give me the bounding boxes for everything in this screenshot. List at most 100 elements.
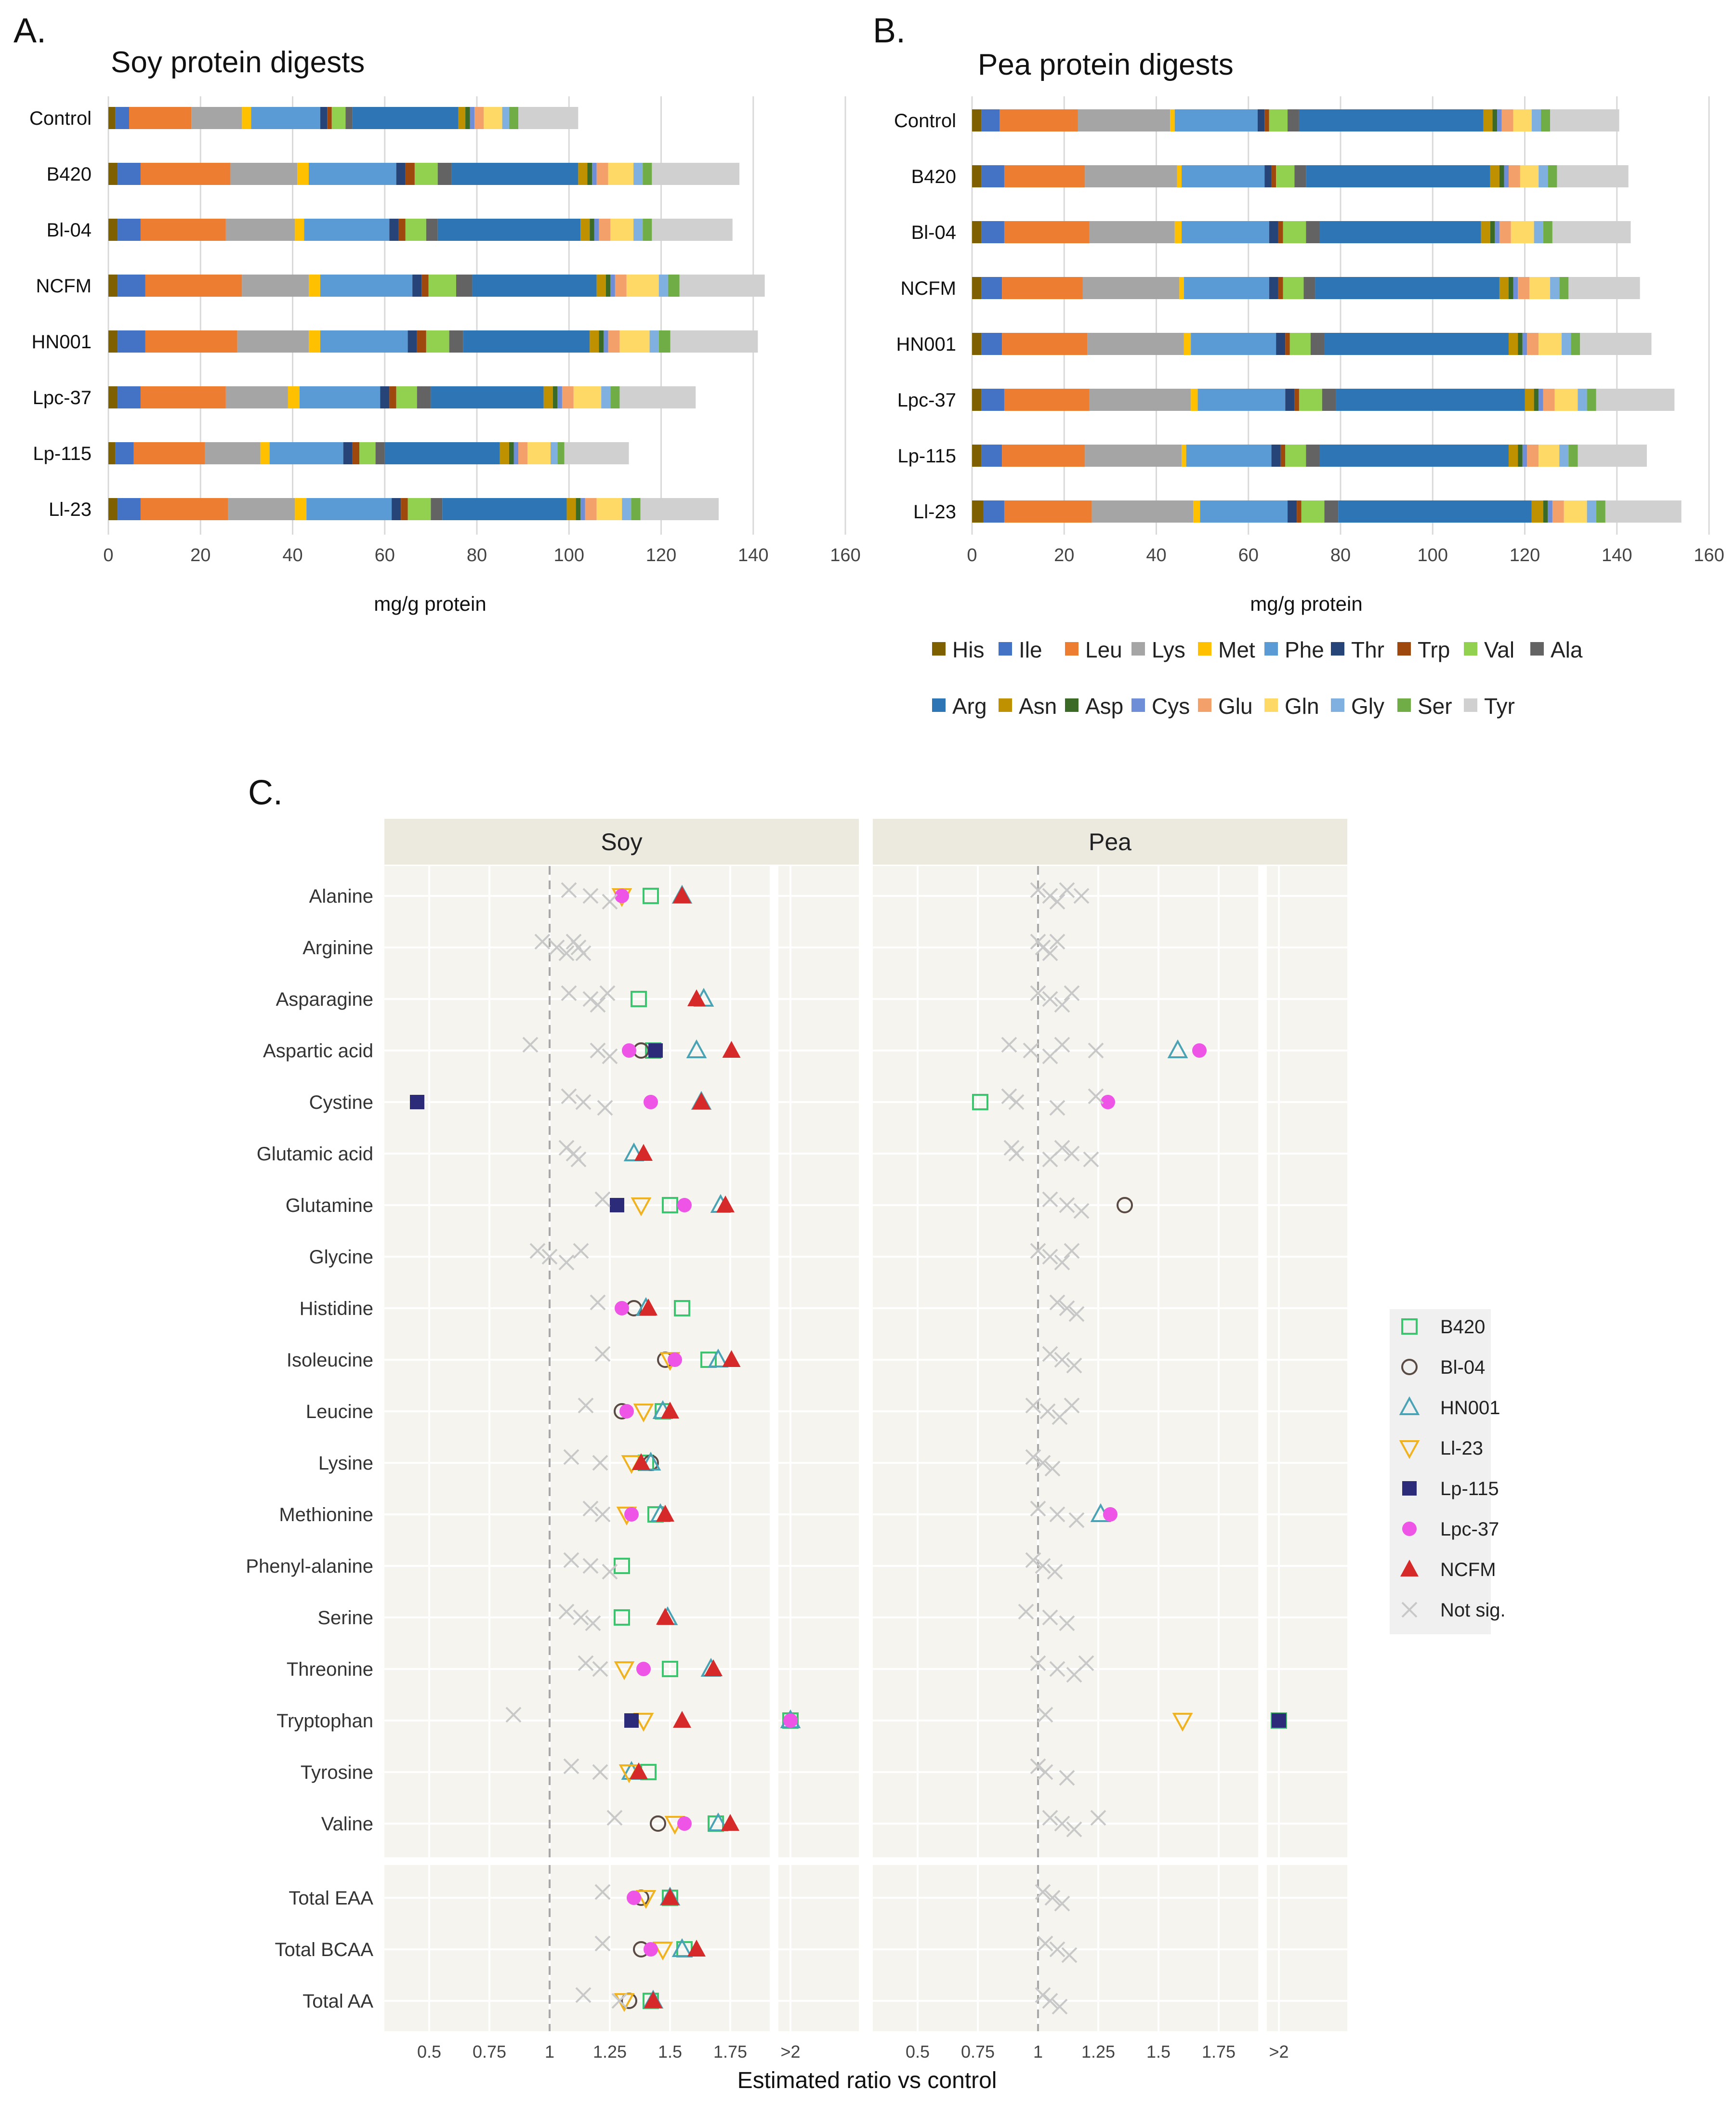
bar-segment-ncfm-met	[308, 275, 320, 297]
bar-segment-control-leu	[129, 107, 192, 129]
panel-c-letter: C.	[248, 774, 283, 812]
bar-segment-hn001-lys	[1087, 333, 1184, 355]
bar-segment-hn001-asn	[1509, 333, 1518, 355]
x-tick-label: >2	[1269, 2042, 1289, 2062]
bar-segment-lpc-37-his	[108, 386, 118, 408]
legend-swatch-asp	[1065, 698, 1078, 712]
point-soy-arginine-not-sig	[575, 945, 592, 961]
bar-segment-lp-115-gly	[551, 442, 558, 464]
bar-segment-bl-04-asp	[590, 219, 594, 241]
bar-segment-ncfm-ser	[668, 275, 680, 297]
bar-segment-b420-cys	[592, 163, 597, 185]
bar-segment-b420-asn	[1490, 165, 1499, 187]
panel-b-x-ticks: 0 20 40 60 80 100 120 140 160	[967, 545, 1724, 565]
legend-label-asn: Asn	[1019, 694, 1057, 719]
point-pea-arginine-not-sig	[1042, 945, 1058, 961]
legend-key-bl-04	[1401, 1359, 1418, 1375]
point-soy-tyrosine-not-sig	[563, 1758, 579, 1774]
legend-label-tyr: Tyr	[1484, 694, 1515, 719]
bar-segment-ll-23-trp	[1297, 500, 1302, 523]
x-tick-label: 1.5	[1146, 2042, 1170, 2062]
point-soy-total-bcaa-not-sig	[594, 1935, 611, 1952]
bar-segment-lpc-37-gln	[573, 386, 602, 408]
category-label-lp-115: Lp-115	[33, 443, 92, 464]
point-pea-histidine-not-sig	[1059, 1300, 1075, 1316]
x-tick-label: 1.25	[593, 2042, 627, 2062]
point-soy-threonine-not-sig	[578, 1655, 594, 1671]
legend-swatch-ser	[1397, 698, 1411, 712]
legend-swatch-cys	[1131, 698, 1145, 712]
bar-segment-bl-04-ala	[1306, 221, 1320, 243]
point-soy-aspartic-acid-not-sig	[522, 1037, 539, 1053]
bar-segment-control-tyr	[518, 107, 579, 129]
point-soy-aspartic-acid-hn001	[686, 1039, 707, 1058]
x-tick-label: 20	[1054, 545, 1074, 565]
bar-segment-lp-115-phe	[1186, 445, 1272, 467]
point-soy-total-eaa-not-sig	[594, 1884, 611, 1900]
panel-a-gridlines	[107, 96, 846, 535]
bar-segment-ll-23-cys	[580, 498, 585, 520]
point-pea-aspartic-acid-lpc-37	[1192, 1043, 1207, 1058]
point-pea-total-eaa-not-sig	[1035, 1884, 1051, 1900]
bar-segment-hn001-leu	[145, 330, 237, 353]
point-pea-isoleucine-not-sig	[1054, 1352, 1070, 1368]
point-pea-alanine-not-sig	[1030, 882, 1046, 898]
bar-segment-bl-04-trp	[1278, 221, 1283, 243]
bar-segment-lp-115-tyr	[1578, 445, 1647, 467]
bar-segment-lpc-37-glu	[562, 386, 574, 408]
point-pea-total-eaa-not-sig	[1044, 1890, 1061, 1906]
bar-segment-ll-23-leu	[1004, 500, 1092, 523]
legend-keys-background	[1390, 1309, 1491, 1634]
point-soy-isoleucine-not-sig	[594, 1346, 611, 1362]
legend-label-cys: Cys	[1152, 694, 1190, 719]
row-label-valine: Valine	[321, 1813, 373, 1835]
point-soy-asparagine-not-sig	[599, 985, 616, 1001]
point-soy-cystine-lp-115	[410, 1095, 424, 1109]
point-soy-serine-not-sig	[585, 1615, 601, 1631]
point-pea-methionine-not-sig	[1049, 1506, 1065, 1523]
point-pea-tyrosine-not-sig	[1030, 1758, 1046, 1774]
point-soy-glycine-not-sig	[573, 1243, 589, 1259]
legend-label-thr: Thr	[1351, 637, 1384, 662]
point-pea-leucine-not-sig	[1025, 1397, 1041, 1414]
bar-segment-control-tyr	[1550, 109, 1619, 131]
point-pea-tyrosine-not-sig	[1059, 1770, 1075, 1786]
bar-segment-ll-23-phe	[1200, 500, 1288, 523]
point-soy-methionine-ncfm	[656, 1505, 674, 1522]
point-pea-alanine-not-sig	[1042, 888, 1058, 904]
bar-segment-lp-115-trp	[1280, 445, 1286, 467]
bar-segment-ncfm-ile	[118, 275, 145, 297]
bar-segment-ncfm-thr	[1269, 277, 1278, 299]
bar-segment-lpc-37-asn	[1525, 389, 1534, 411]
point-soy-alanine-not-sig	[582, 888, 599, 904]
point-pea-asparagine-not-sig	[1030, 985, 1046, 1001]
category-label-ncfm: NCFM	[900, 278, 956, 299]
point-pea-valine-not-sig	[1066, 1821, 1082, 1838]
point-soy-histidine-b420	[674, 1300, 690, 1316]
bar-segment-b420-gly	[1539, 165, 1548, 187]
bar-segment-lp-115-ile	[115, 442, 134, 464]
x-tick-label: 80	[1330, 545, 1351, 565]
point-soy-threonine-lpc-37	[636, 1662, 651, 1676]
bar-segment-ll-23-gln	[1564, 500, 1587, 523]
axis-break	[770, 866, 778, 1857]
x-tick-label: 40	[282, 545, 302, 565]
bar-segment-hn001-thr	[408, 330, 417, 353]
point-soy-serine-not-sig	[558, 1603, 575, 1620]
panel-b-bars	[972, 109, 1682, 523]
point-soy-leucine-ncfm	[661, 1402, 679, 1419]
legend-label-ll-23: Ll-23	[1440, 1438, 1483, 1459]
bar-segment-lp-115-asn	[500, 442, 509, 464]
point-pea-glutamine-bl-04	[1117, 1197, 1133, 1213]
bar-segment-bl-04-lys	[1089, 221, 1175, 243]
bar-segment-control-asp	[1492, 109, 1498, 131]
panel-a-x-ticks: 0 20 40 60 80 100 120 140 160	[103, 545, 860, 565]
bar-segment-bl-04-asn	[1481, 221, 1490, 243]
bar-segment-lpc-37-tyr	[1596, 389, 1675, 411]
legend-swatch-glu	[1198, 698, 1211, 712]
bar-segment-ll-23-ser	[1596, 500, 1605, 523]
panel-a-bars	[108, 107, 765, 520]
bar-segment-ll-23-ala	[431, 498, 443, 520]
bar-segment-lpc-37-ile	[981, 389, 1004, 411]
axis-break	[1258, 866, 1267, 1857]
